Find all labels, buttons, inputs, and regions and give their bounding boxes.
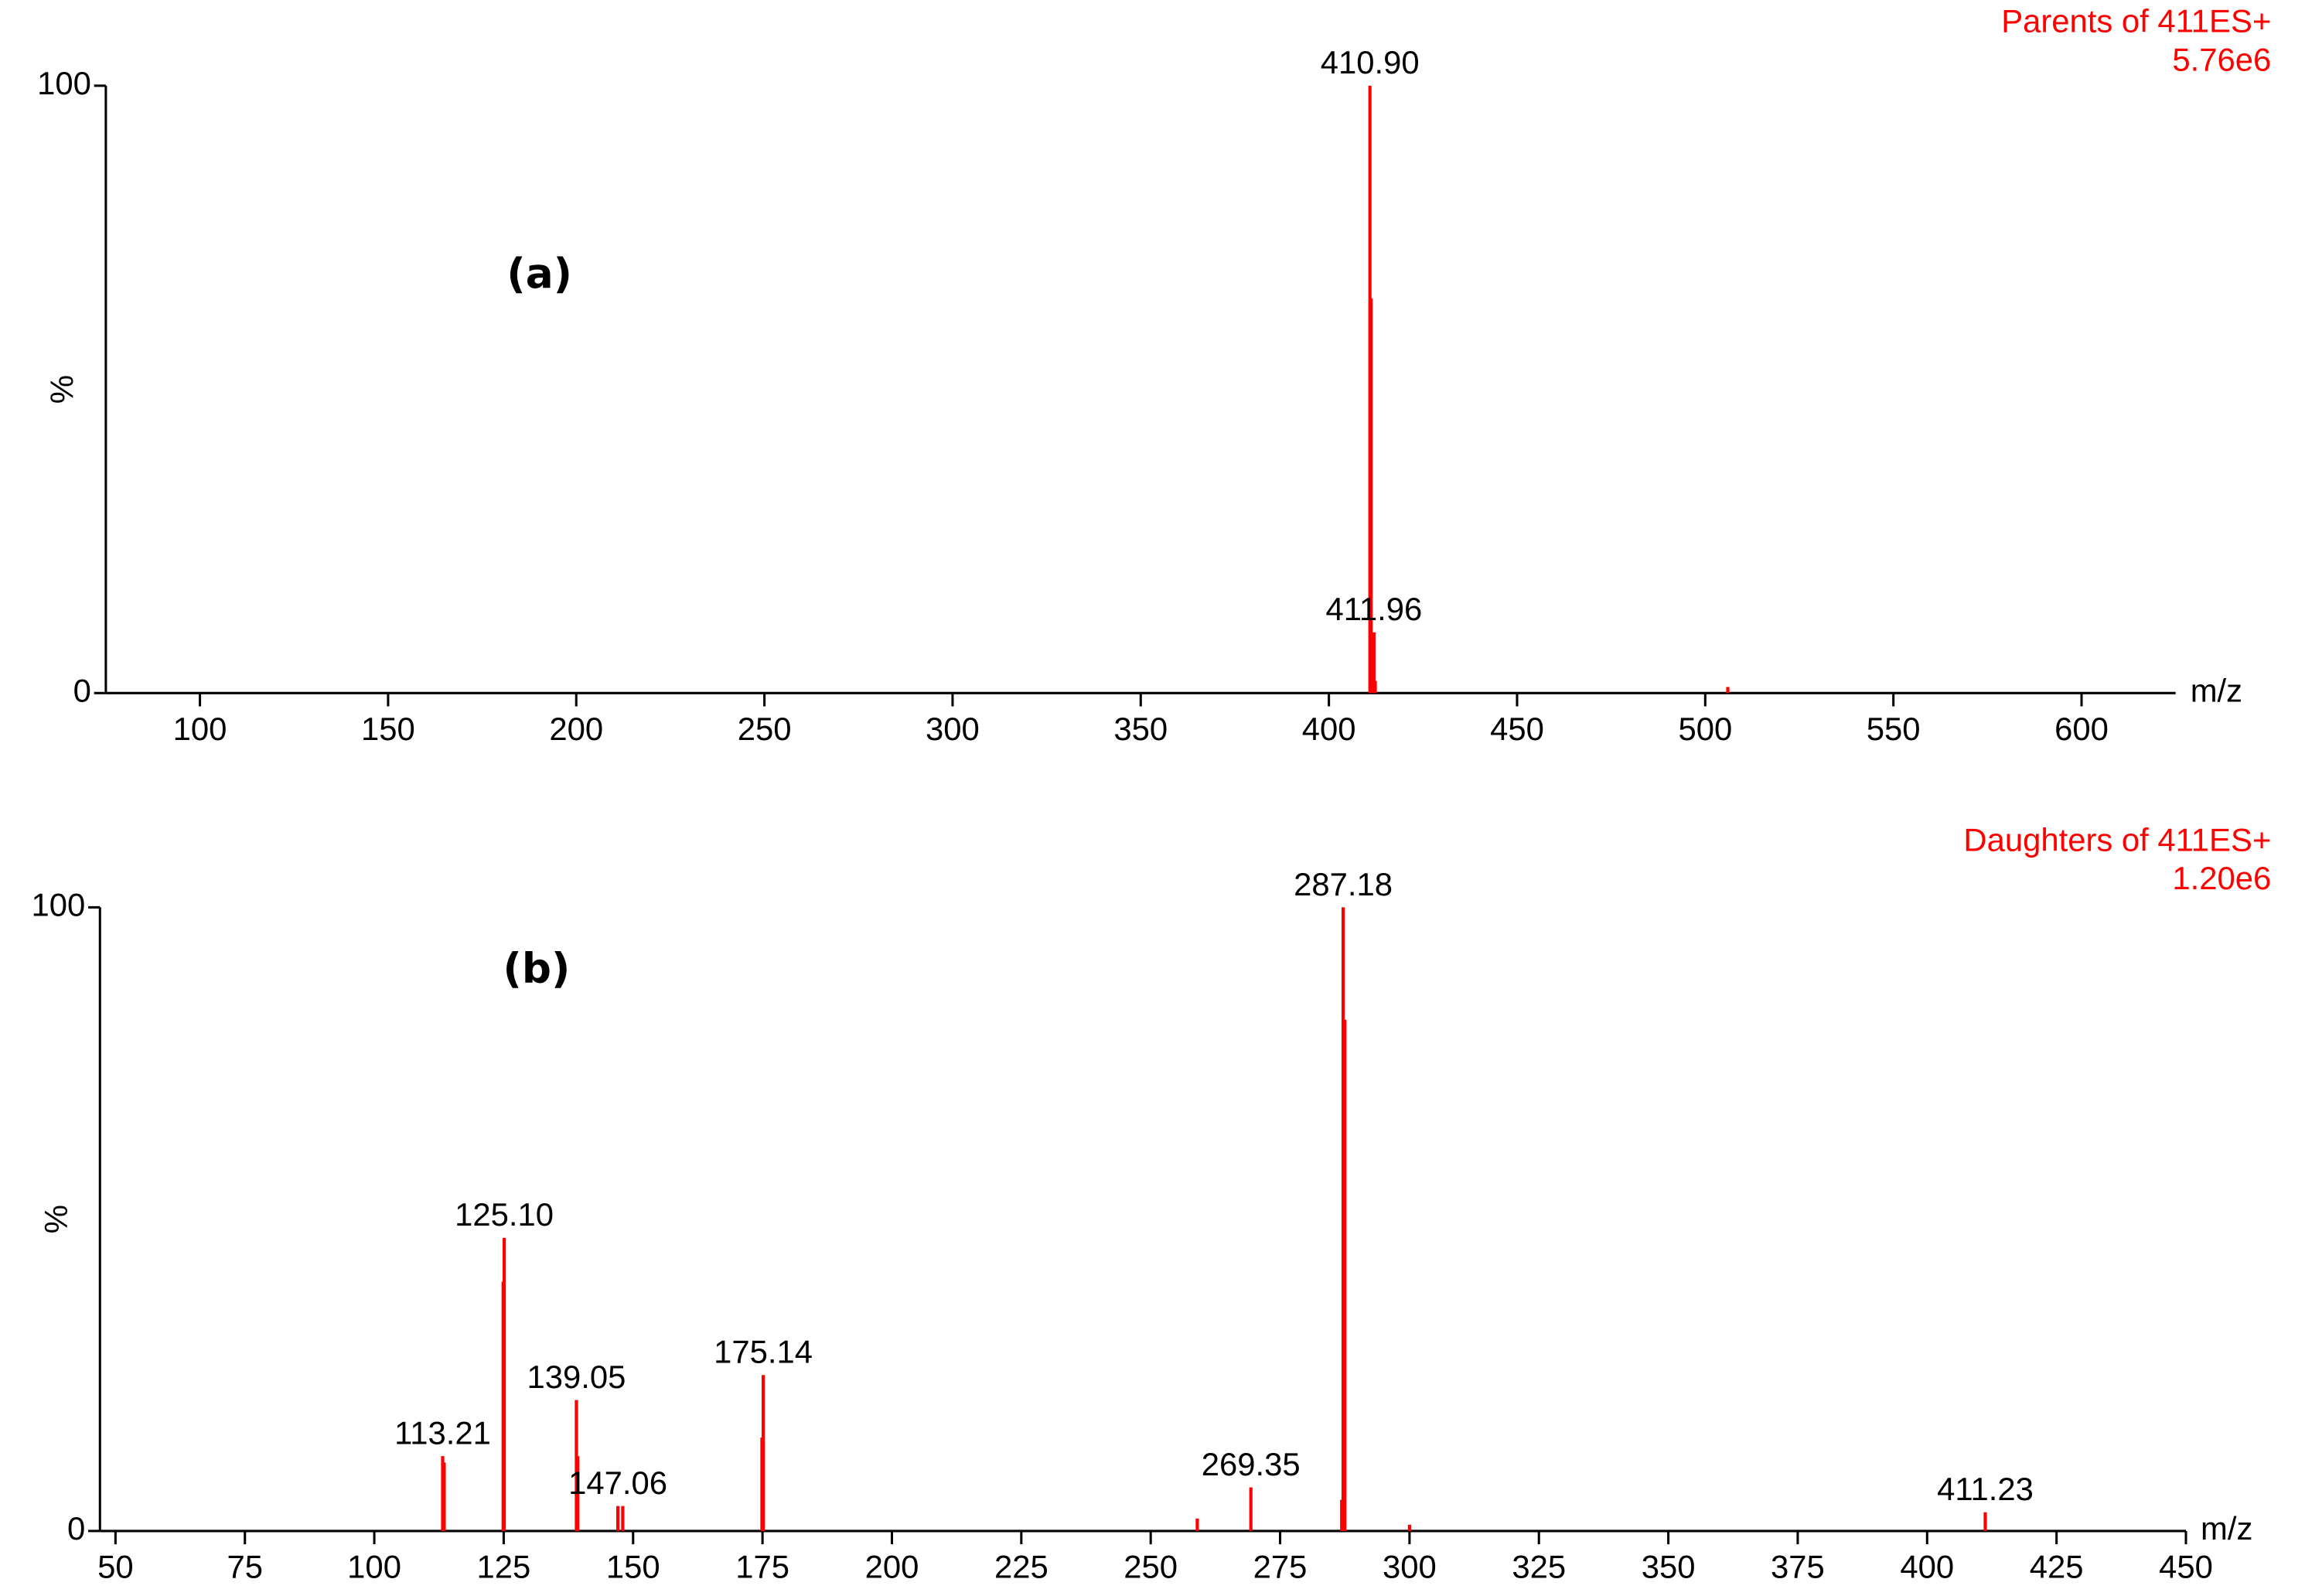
peak-label: 410.90 bbox=[1321, 44, 1420, 80]
peak-label: 147.06 bbox=[568, 1465, 667, 1501]
x-tick-label: 450 bbox=[1490, 711, 1544, 747]
x-tick-label: 375 bbox=[1771, 1549, 1825, 1585]
x-tick-label: 250 bbox=[1124, 1549, 1178, 1585]
chart-title: Parents of 411ES+ bbox=[2001, 3, 2271, 39]
x-tick-label: 350 bbox=[1642, 1549, 1696, 1585]
x-tick-label: 175 bbox=[735, 1549, 789, 1585]
x-tick-label: 225 bbox=[994, 1549, 1049, 1585]
x-tick-label: 550 bbox=[1867, 711, 1921, 747]
y-tick-label: 0 bbox=[73, 672, 91, 708]
chart-subtitle: 1.20e6 bbox=[2172, 860, 2271, 896]
x-tick-label: 200 bbox=[549, 711, 603, 747]
x-tick-label: 450 bbox=[2159, 1549, 2213, 1585]
x-tick-label: 400 bbox=[1900, 1549, 1954, 1585]
x-tick-label: 600 bbox=[2054, 711, 2109, 747]
peak-label: 411.23 bbox=[1937, 1471, 2034, 1507]
x-tick-label: 350 bbox=[1113, 711, 1168, 747]
y-tick-label: 100 bbox=[37, 65, 91, 101]
peak-label: 175.14 bbox=[714, 1334, 813, 1370]
x-tick-label: 75 bbox=[227, 1549, 263, 1585]
peak-label: 411.96 bbox=[1325, 591, 1422, 627]
panel-label: (a) bbox=[506, 249, 572, 298]
peak-label: 125.10 bbox=[455, 1196, 554, 1233]
x-axis-label: m/z bbox=[2191, 672, 2242, 708]
x-tick-label: 275 bbox=[1253, 1549, 1308, 1585]
peak-label: 113.21 bbox=[394, 1414, 491, 1451]
x-tick-label: 400 bbox=[1302, 711, 1356, 747]
x-tick-label: 250 bbox=[738, 711, 792, 747]
chart-title: Daughters of 411ES+ bbox=[1963, 821, 2271, 858]
x-axis-label: m/z bbox=[2201, 1510, 2252, 1547]
x-tick-label: 100 bbox=[173, 711, 227, 747]
panel-label: (b) bbox=[503, 943, 571, 992]
y-tick-label: 100 bbox=[31, 886, 85, 922]
y-tick-label: 0 bbox=[67, 1510, 85, 1547]
x-tick-label: 425 bbox=[2030, 1549, 2084, 1585]
x-tick-label: 200 bbox=[865, 1549, 919, 1585]
x-tick-label: 100 bbox=[347, 1549, 401, 1585]
peak-label: 287.18 bbox=[1294, 866, 1393, 902]
x-tick-label: 150 bbox=[606, 1549, 660, 1585]
y-axis-label: % bbox=[44, 375, 80, 404]
x-tick-label: 325 bbox=[1512, 1549, 1566, 1585]
x-tick-label: 50 bbox=[97, 1549, 134, 1585]
x-tick-label: 150 bbox=[361, 711, 415, 747]
x-tick-label: 300 bbox=[926, 711, 980, 747]
peak-label: 139.05 bbox=[527, 1359, 626, 1395]
y-axis-label: % bbox=[38, 1205, 74, 1233]
chart-subtitle: 5.76e6 bbox=[2172, 41, 2271, 77]
x-tick-label: 125 bbox=[477, 1549, 531, 1585]
peak-label: 269.35 bbox=[1202, 1446, 1301, 1482]
x-tick-label: 500 bbox=[1678, 711, 1732, 747]
x-tick-label: 300 bbox=[1383, 1549, 1437, 1585]
